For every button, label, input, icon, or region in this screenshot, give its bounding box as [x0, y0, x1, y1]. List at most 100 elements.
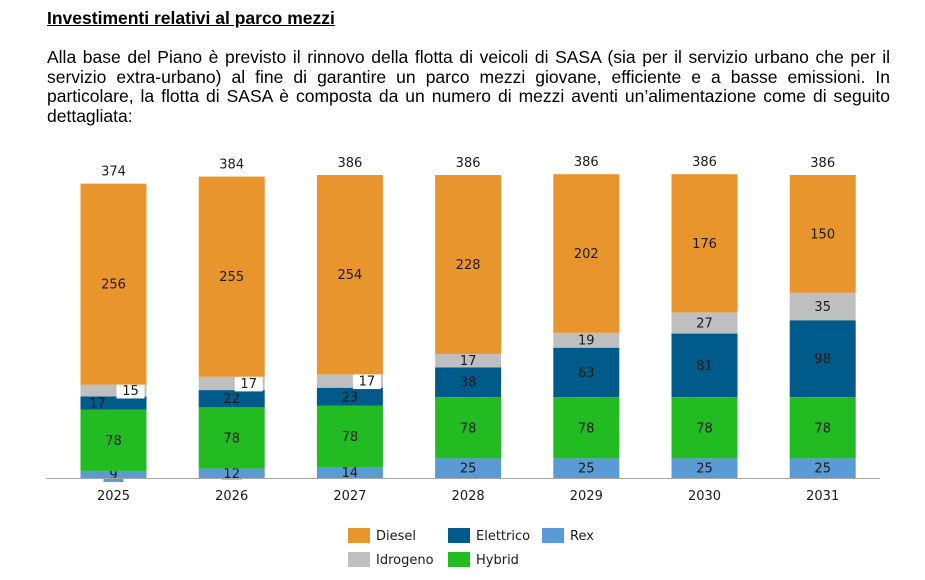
- bar-diesel-2028: [435, 175, 502, 354]
- data-label-rex-2026: 12: [223, 467, 240, 482]
- bar-elettrico-2028: [435, 367, 502, 398]
- bar-rex-2030: [671, 458, 738, 478]
- intro-paragraph: Alla base del Piano è previsto il rinnov…: [47, 47, 890, 126]
- total-label-2028: 386: [456, 156, 481, 171]
- data-label-diesel-2027: 254: [337, 268, 362, 283]
- data-label-rex-2030: 25: [696, 462, 713, 477]
- legend-swatch-hybrid: [448, 552, 470, 567]
- data-label-hybrid-2028: 78: [460, 421, 477, 436]
- legend-label-diesel: Diesel: [376, 529, 416, 544]
- bar-elettrico-2029: [553, 347, 620, 398]
- data-label-rex-2027: 14: [342, 466, 359, 481]
- bar-hybrid-2029: [553, 397, 620, 459]
- bar-label-bg-rex-2027: [339, 468, 360, 479]
- bar-idrogeno-2025: [80, 384, 147, 397]
- total-label-2026: 384: [219, 158, 244, 173]
- total-label-2029: 386: [574, 155, 599, 170]
- bar-hybrid-2028: [435, 397, 502, 459]
- data-label-hybrid-2031: 78: [814, 421, 831, 436]
- bar-elettrico-2025: [80, 396, 147, 410]
- data-label-rex-2029: 25: [578, 462, 595, 477]
- x-tick-2030: 2030: [688, 489, 721, 504]
- bar-elettrico-2027: [316, 387, 383, 406]
- x-tick-2025: 2025: [97, 489, 130, 504]
- data-label-elettrico-2025: 17: [89, 397, 106, 412]
- legend-label-hybrid: Hybrid: [476, 553, 519, 568]
- bar-rex-2031: [789, 458, 856, 478]
- data-label-hybrid-2030: 78: [696, 421, 713, 436]
- bar-diesel-2031: [789, 175, 856, 293]
- legend-swatch-diesel: [348, 528, 370, 543]
- data-label-elettrico-2028: 38: [460, 376, 477, 391]
- bar-diesel-2030: [671, 174, 738, 313]
- data-label-elettrico-2026: 22: [223, 392, 240, 407]
- data-label-diesel-2028: 228: [456, 258, 481, 273]
- data-label-idrogeno-2028: 17: [460, 354, 477, 369]
- data-label-idrogeno-2026: 17: [240, 377, 257, 392]
- bar-diesel-2025: [80, 183, 147, 385]
- bar-hybrid-2025: [80, 409, 147, 471]
- bar-hybrid-2027: [316, 405, 383, 468]
- total-label-2031: 386: [810, 156, 835, 171]
- bar-idrogeno-2030: [671, 312, 738, 334]
- total-label-2025: 374: [101, 165, 126, 180]
- data-label-idrogeno-2031: 35: [814, 300, 831, 315]
- bar-idrogeno-2029: [553, 332, 620, 348]
- data-label-elettrico-2027: 23: [342, 390, 359, 405]
- bar-label-bg-idrogeno-2026: [234, 375, 263, 392]
- data-label-elettrico-2029: 63: [578, 366, 595, 381]
- bar-idrogeno-2028: [435, 353, 502, 368]
- data-label-elettrico-2030: 81: [696, 359, 713, 374]
- data-label-diesel-2025: 256: [101, 278, 126, 293]
- data-label-diesel-2030: 176: [692, 237, 717, 252]
- legend-swatch-rex: [542, 528, 564, 543]
- data-label-idrogeno-2025: 15: [122, 384, 139, 399]
- bars-layer: 9781715256374127822172553841478231725438…: [80, 155, 856, 483]
- bar-hybrid-2030: [671, 397, 738, 459]
- bar-elettrico-2031: [789, 320, 856, 398]
- bar-label-bg-idrogeno-2027: [352, 373, 381, 390]
- data-label-hybrid-2029: 78: [578, 421, 595, 436]
- legend: Diesel Elettrico Rex Idrogeno Hybrid: [348, 528, 594, 568]
- x-tick-2028: 2028: [452, 489, 485, 504]
- x-tick-labels: 2025 2026 2027 2028 2029 2030 2031: [97, 489, 839, 504]
- bar-elettrico-2030: [671, 333, 738, 398]
- legend-label-elettrico: Elettrico: [476, 529, 530, 544]
- legend-label-rex: Rex: [570, 529, 594, 544]
- data-label-rex-2031: 25: [814, 462, 831, 477]
- bar-elettrico-2026: [198, 390, 265, 408]
- data-label-hybrid-2026: 78: [223, 431, 240, 446]
- total-label-2030: 386: [692, 155, 717, 170]
- data-label-elettrico-2031: 98: [814, 352, 831, 367]
- data-label-rex-2028: 25: [460, 462, 477, 477]
- bar-rex-2028: [435, 458, 502, 478]
- data-label-idrogeno-2029: 19: [578, 334, 595, 349]
- data-label-idrogeno-2030: 27: [696, 316, 713, 331]
- x-tick-2026: 2026: [215, 489, 248, 504]
- legend-swatch-elettrico: [448, 528, 470, 543]
- total-label-2027: 386: [337, 156, 362, 171]
- bar-rex-2029: [553, 458, 620, 478]
- bar-hybrid-2026: [198, 407, 265, 469]
- bar-label-bg-idrogeno-2025: [116, 382, 145, 399]
- bar-hybrid-2031: [789, 397, 856, 459]
- legend-label-idrogeno: Idrogeno: [376, 553, 434, 568]
- bar-label-bg-rex-2026: [221, 469, 242, 480]
- data-label-idrogeno-2027: 17: [359, 375, 376, 390]
- bar-diesel-2026: [198, 176, 265, 377]
- bar-idrogeno-2031: [789, 292, 856, 321]
- data-label-diesel-2026: 255: [219, 270, 244, 285]
- bar-diesel-2029: [553, 174, 620, 333]
- data-label-diesel-2031: 150: [810, 227, 835, 242]
- data-label-diesel-2029: 202: [574, 247, 599, 262]
- x-tick-2031: 2031: [806, 489, 839, 504]
- legend-swatch-idrogeno: [348, 552, 370, 567]
- bar-diesel-2027: [316, 175, 383, 375]
- x-tick-2027: 2027: [333, 489, 366, 504]
- bar-label-bg-rex-2025: [103, 471, 124, 482]
- data-label-hybrid-2027: 78: [342, 430, 359, 445]
- data-label-rex-2025: 9: [109, 468, 117, 483]
- data-label-hybrid-2025: 78: [105, 434, 122, 449]
- section-heading: Investimenti relativi al parco mezzi: [47, 8, 335, 28]
